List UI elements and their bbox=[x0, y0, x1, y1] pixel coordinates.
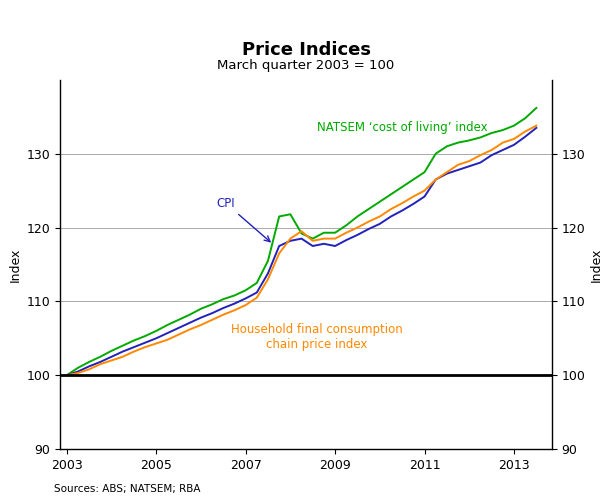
Text: Sources: ABS; NATSEM; RBA: Sources: ABS; NATSEM; RBA bbox=[54, 484, 200, 494]
Y-axis label: Index: Index bbox=[9, 248, 22, 281]
Y-axis label: Index: Index bbox=[590, 248, 600, 281]
Title: Price Indices: Price Indices bbox=[241, 41, 371, 59]
Text: NATSEM ‘cost of living’ index: NATSEM ‘cost of living’ index bbox=[317, 121, 488, 134]
Text: Household final consumption
chain price index: Household final consumption chain price … bbox=[232, 323, 403, 351]
Text: March quarter 2003 = 100: March quarter 2003 = 100 bbox=[217, 59, 395, 72]
Text: CPI: CPI bbox=[217, 197, 270, 242]
